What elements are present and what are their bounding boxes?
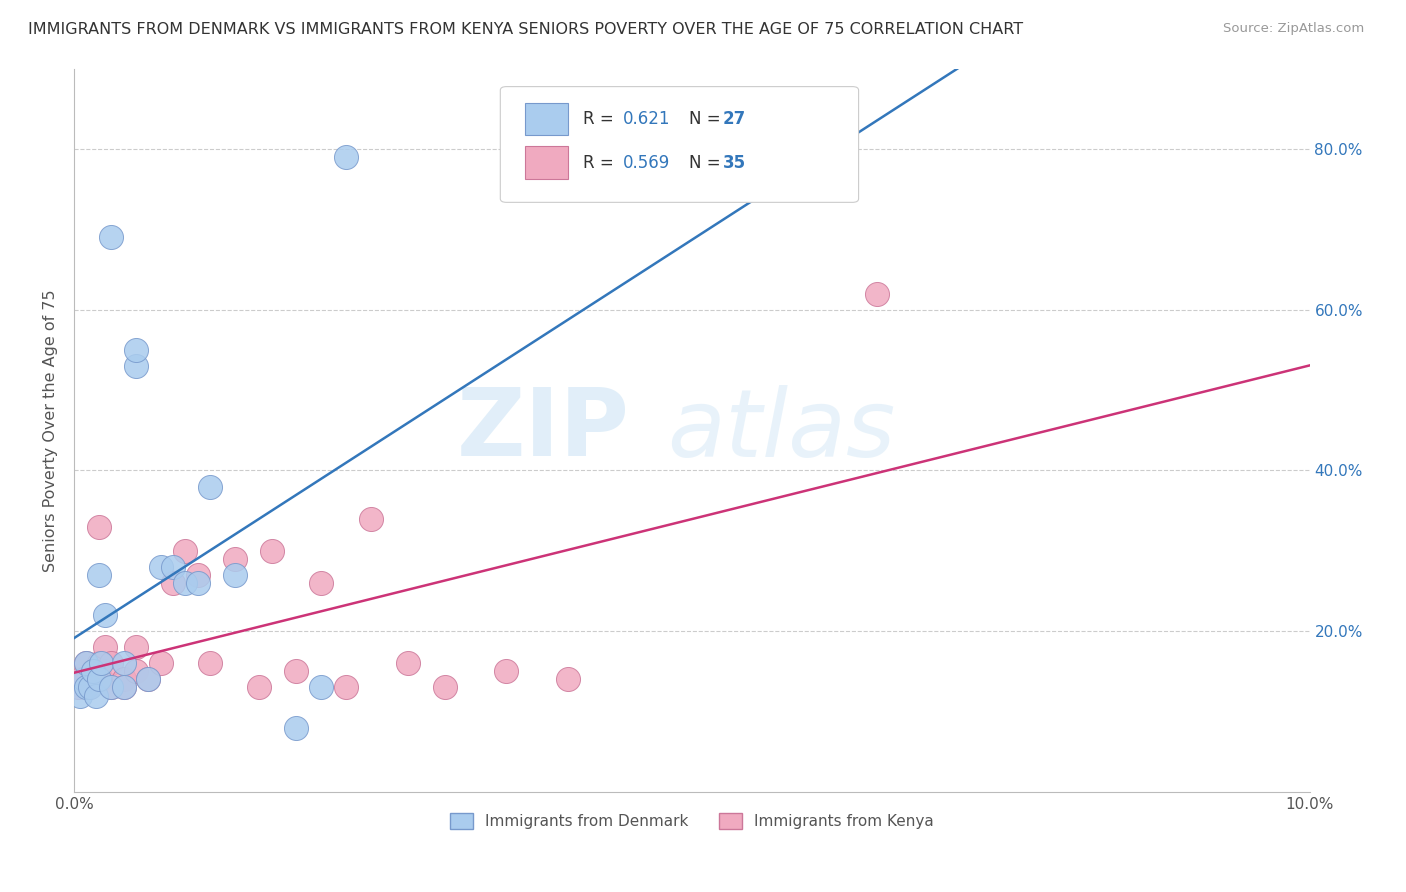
Point [69,689,91,703]
Point [285,665,308,679]
Text: 0.569: 0.569 [623,153,669,171]
Point [360,511,382,525]
Point [125,343,148,357]
Point [198,657,221,671]
Point [285,721,308,735]
Point [125,640,148,655]
Point [309,576,332,591]
Text: Source: ZipAtlas.com: Source: ZipAtlas.com [1223,22,1364,36]
Text: R =: R = [583,110,619,128]
Point [149,657,172,671]
Point [75,681,97,695]
Point [174,544,197,558]
Point [86,689,108,703]
Point [396,657,419,671]
FancyBboxPatch shape [501,87,859,202]
Point [198,479,221,493]
Point [309,681,332,695]
Point [260,544,283,558]
Point [112,681,135,695]
Point [87,568,110,582]
Point [162,560,184,574]
Point [335,150,357,164]
Point [75,657,97,671]
Point [125,665,148,679]
Point [73,673,96,687]
Point [112,673,135,687]
Text: N =: N = [689,153,727,171]
Point [79,681,101,695]
Point [112,657,135,671]
Legend: Immigrants from Denmark, Immigrants from Kenya: Immigrants from Denmark, Immigrants from… [444,806,939,835]
Point [174,576,197,591]
Point [77,681,100,695]
Text: 27: 27 [723,110,747,128]
Point [87,519,110,533]
Text: atlas: atlas [666,384,896,475]
Point [136,673,159,687]
Bar [524,103,568,136]
Point [100,681,122,695]
Y-axis label: Seniors Poverty Over the Age of 75: Seniors Poverty Over the Age of 75 [44,289,58,572]
Point [495,665,517,679]
Point [433,681,456,695]
Point [82,665,104,679]
Point [557,673,579,687]
Point [224,552,246,566]
Point [247,681,270,695]
Point [87,673,110,687]
Point [112,681,135,695]
Point [100,230,122,244]
Point [100,657,122,671]
Text: IMMIGRANTS FROM DENMARK VS IMMIGRANTS FROM KENYA SENIORS POVERTY OVER THE AGE OF: IMMIGRANTS FROM DENMARK VS IMMIGRANTS FR… [28,22,1024,37]
Point [90,657,112,671]
Bar [524,146,568,178]
Point [87,657,110,671]
Point [866,286,889,301]
Point [86,673,108,687]
Point [94,640,117,655]
Point [82,665,104,679]
Point [90,673,112,687]
Point [125,359,148,373]
Point [75,657,97,671]
Point [136,673,159,687]
Point [73,673,96,687]
Point [335,681,357,695]
Point [69,673,91,687]
Point [187,568,209,582]
Point [224,568,246,582]
Text: N =: N = [689,110,727,128]
Point [94,608,117,623]
Text: R =: R = [583,153,619,171]
Point [100,681,122,695]
Text: 35: 35 [723,153,745,171]
Point [162,576,184,591]
Text: 0.621: 0.621 [623,110,671,128]
Point [149,560,172,574]
Text: ZIP: ZIP [457,384,630,476]
Point [187,576,209,591]
Point [66,681,89,695]
